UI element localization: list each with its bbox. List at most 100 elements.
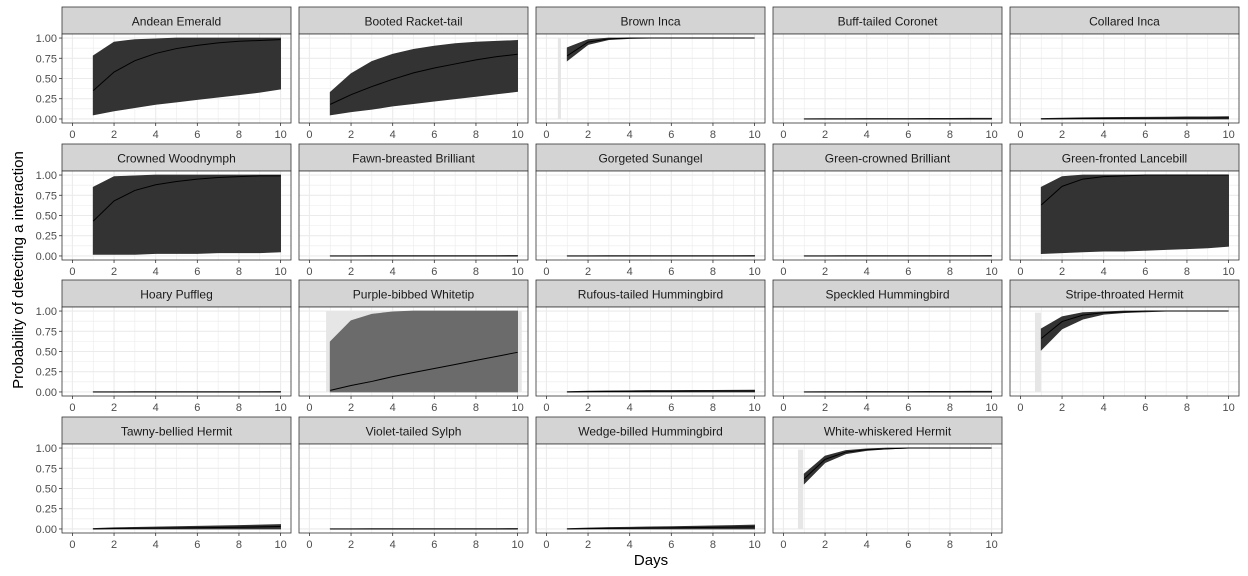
x-tick-label: 4 bbox=[390, 266, 396, 278]
strip-label: Andean Emerald bbox=[132, 15, 221, 29]
x-tick-label: 4 bbox=[153, 129, 159, 141]
x-tick-label: 8 bbox=[473, 129, 479, 141]
x-tick-label: 8 bbox=[947, 129, 953, 141]
x-tick-label: 0 bbox=[780, 129, 786, 141]
strip-label: Violet-tailed Sylph bbox=[366, 425, 462, 439]
x-tick-label: 8 bbox=[710, 539, 716, 551]
strip-background bbox=[772, 143, 1003, 172]
panel-border bbox=[1009, 170, 1240, 261]
x-tick-label: 10 bbox=[748, 539, 760, 551]
strip-label: Collared Inca bbox=[1089, 15, 1160, 29]
x-tick-label: 10 bbox=[274, 402, 286, 414]
facet-panel: Green-fronted Lancebill 0 2 4 6 8 10 bbox=[1009, 143, 1240, 278]
x-tick-label: 6 bbox=[1142, 402, 1148, 414]
x-tick-label: 6 bbox=[668, 539, 674, 551]
x-tick-label: 2 bbox=[348, 266, 354, 278]
x-tick-label: 8 bbox=[1184, 129, 1190, 141]
panel-border bbox=[535, 170, 766, 261]
strip-background bbox=[535, 279, 766, 308]
x-tick-label: 2 bbox=[1059, 402, 1065, 414]
highlight-band bbox=[797, 449, 804, 529]
panel-border bbox=[298, 33, 529, 124]
x-tick-label: 10 bbox=[511, 402, 523, 414]
mean-line bbox=[1041, 117, 1229, 120]
mean-line bbox=[330, 53, 518, 105]
strip-background bbox=[1009, 279, 1240, 308]
x-tick-label: 10 bbox=[985, 266, 997, 278]
panel-border bbox=[535, 33, 766, 124]
y-tick-label: 0.50 bbox=[36, 484, 57, 496]
x-tick-label: 8 bbox=[236, 266, 242, 278]
x-tick-label: 8 bbox=[947, 402, 953, 414]
x-tick-label: 2 bbox=[348, 402, 354, 414]
mean-line bbox=[566, 37, 755, 57]
facet-panel: White-whiskered Hermit 0 2 4 6 8 10 bbox=[772, 416, 1003, 551]
x-tick-label: 0 bbox=[780, 266, 786, 278]
mean-line bbox=[92, 39, 281, 92]
y-tick-label: 0.00 bbox=[36, 387, 57, 399]
facet-panel: Andean Emerald 0.00 0.25 0.50 0.75 1.00 0 2 4 6 8 1… bbox=[36, 6, 292, 141]
strip-label: Hoary Puffleg bbox=[140, 288, 213, 302]
x-tick-label: 10 bbox=[274, 266, 286, 278]
x-tick-label: 4 bbox=[627, 129, 633, 141]
x-tick-label: 4 bbox=[864, 402, 870, 414]
x-tick-label: 2 bbox=[822, 129, 828, 141]
strip-background bbox=[772, 279, 1003, 308]
strip-label: Wedge-billed Hummingbird bbox=[578, 425, 723, 439]
x-tick-label: 0 bbox=[780, 539, 786, 551]
x-tick-label: 2 bbox=[111, 539, 117, 551]
x-tick-label: 2 bbox=[111, 402, 117, 414]
x-tick-label: 8 bbox=[473, 539, 479, 551]
credible-ribbon bbox=[92, 37, 281, 116]
highlight-band bbox=[557, 38, 561, 119]
x-tick-label: 0 bbox=[306, 402, 312, 414]
panel-border bbox=[535, 306, 766, 397]
x-tick-label: 10 bbox=[274, 129, 286, 141]
strip-background bbox=[61, 143, 292, 172]
x-tick-label: 10 bbox=[511, 266, 523, 278]
x-tick-label: 8 bbox=[1184, 402, 1190, 414]
x-tick-label: 0 bbox=[1017, 266, 1023, 278]
x-tick-label: 4 bbox=[153, 266, 159, 278]
x-tick-label: 8 bbox=[710, 266, 716, 278]
x-tick-label: 8 bbox=[473, 402, 479, 414]
panel-border bbox=[535, 443, 766, 534]
x-tick-label: 2 bbox=[1059, 129, 1065, 141]
mean-line bbox=[1040, 310, 1229, 339]
y-tick-label: 0.50 bbox=[36, 74, 57, 86]
strip-background bbox=[298, 279, 529, 308]
strip-background bbox=[61, 279, 292, 308]
x-tick-label: 8 bbox=[710, 402, 716, 414]
x-tick-label: 8 bbox=[947, 266, 953, 278]
facet-panel: Crowned Woodnymph 0.00 0.25 0.50 0.75 1.00 0 2 4… bbox=[36, 143, 292, 278]
x-tick-label: 8 bbox=[947, 539, 953, 551]
strip-label: Booted Racket-tail bbox=[364, 15, 462, 29]
x-tick-label: 4 bbox=[390, 402, 396, 414]
strip-background bbox=[1009, 6, 1240, 35]
y-tick-label: 0.50 bbox=[36, 347, 57, 359]
x-tick-label: 0 bbox=[69, 266, 75, 278]
strip-label: Buff-tailed Coronet bbox=[838, 15, 939, 29]
strip-label: Crowned Woodnymph bbox=[117, 152, 236, 166]
x-tick-label: 6 bbox=[194, 129, 200, 141]
panel-border bbox=[298, 170, 529, 261]
y-tick-label: 0.25 bbox=[36, 94, 57, 106]
x-tick-label: 0 bbox=[306, 266, 312, 278]
strip-label: Brown Inca bbox=[620, 15, 680, 29]
strip-label: Fawn-breasted Brilliant bbox=[352, 152, 475, 166]
x-tick-label: 6 bbox=[431, 129, 437, 141]
facet-panel: Speckled Hummingbird 0 2 4 6 8 10 bbox=[772, 279, 1003, 414]
x-tick-label: 4 bbox=[627, 402, 633, 414]
x-tick-label: 2 bbox=[822, 402, 828, 414]
facet-panel: Hoary Puffleg 0.00 0.25 0.50 0.75 1.00 0 2 4 6 8 10 bbox=[36, 279, 292, 414]
panel-border bbox=[772, 33, 1003, 124]
x-tick-label: 4 bbox=[864, 129, 870, 141]
facet-panel: Stripe-throated Hermit 0 2 4 6 8 10 bbox=[1009, 279, 1240, 414]
x-tick-label: 8 bbox=[236, 129, 242, 141]
x-tick-label: 6 bbox=[668, 266, 674, 278]
x-tick-label: 4 bbox=[1101, 266, 1107, 278]
x-tick-label: 4 bbox=[864, 266, 870, 278]
x-tick-label: 4 bbox=[864, 539, 870, 551]
mean-line bbox=[330, 351, 518, 391]
facet-panels: Andean Emerald 0.00 0.25 0.50 0.75 1.00 0 2 4 6 8 1… bbox=[36, 6, 1240, 551]
